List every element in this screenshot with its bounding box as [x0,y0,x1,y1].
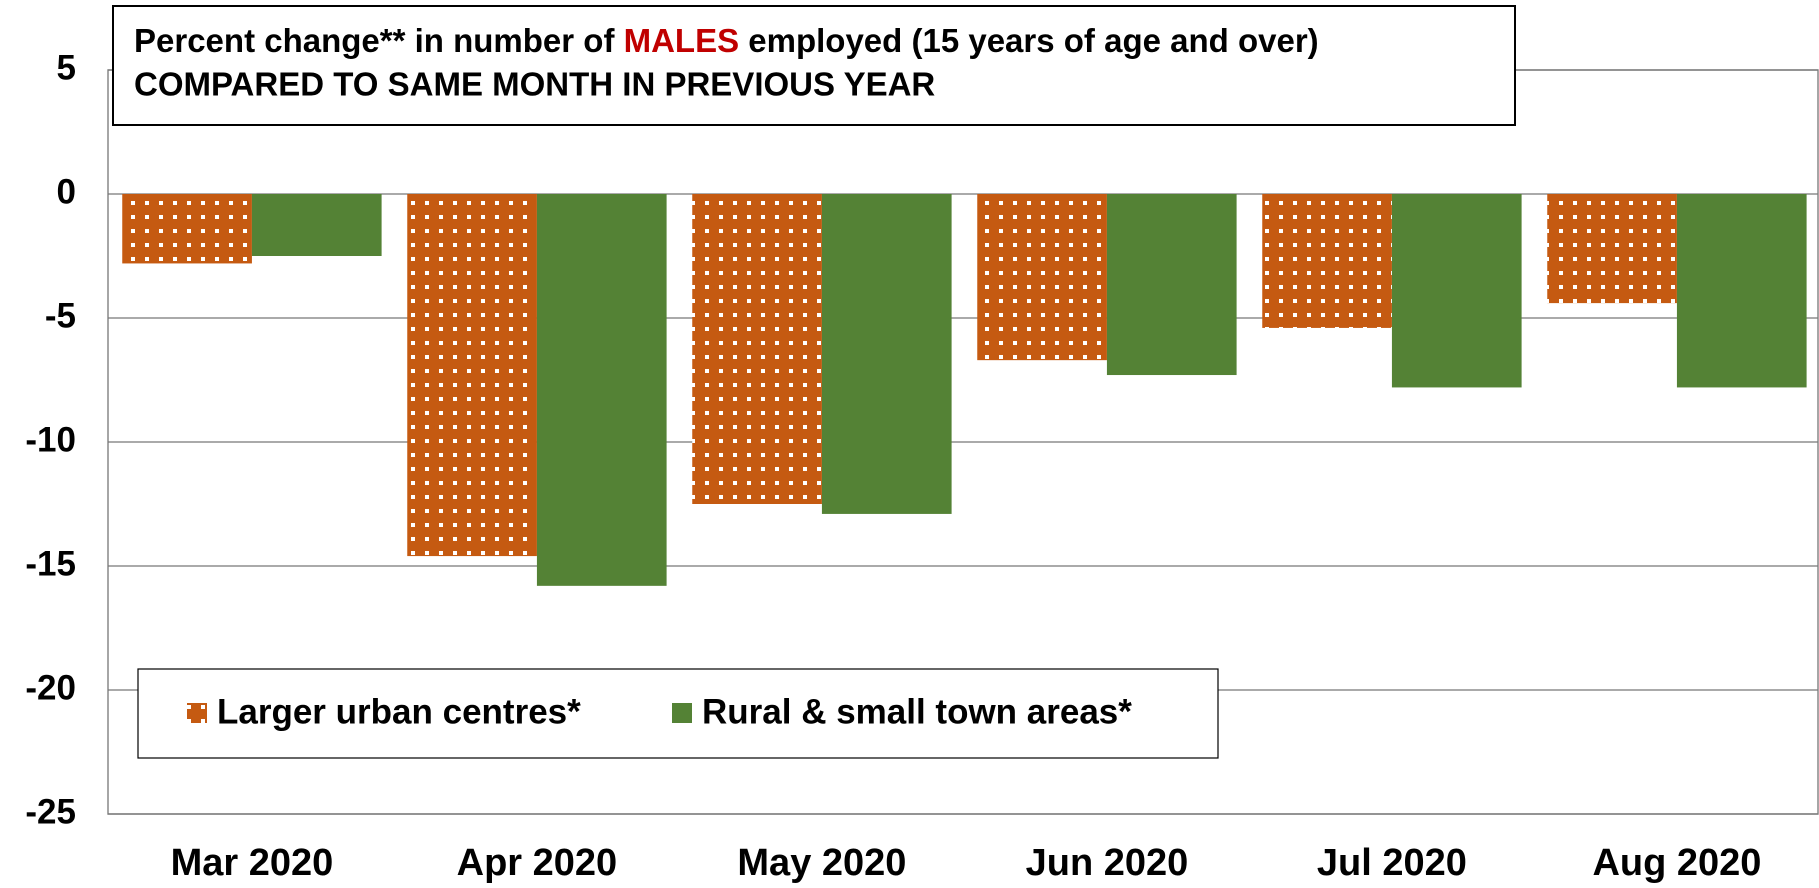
bar [692,194,822,504]
bar [821,194,952,514]
y-tick-label: -10 [25,420,76,459]
title-box [112,5,1516,126]
bar [122,194,252,264]
bar [1547,194,1677,304]
legend-swatch [672,703,692,723]
bar [1106,194,1237,376]
title-part: Percent change** in number of [134,22,624,59]
x-tick-label: Aug 2020 [1592,842,1761,884]
bar [1391,194,1522,388]
bar [536,194,667,586]
bar [977,194,1107,361]
title-part: MALES [624,22,740,59]
title-part: employed (15 years of age and over) [739,22,1319,59]
bar [1676,194,1807,388]
x-tick-label: Jun 2020 [1026,842,1189,884]
y-tick-label: -5 [45,296,76,335]
legend-label: Rural & small town areas* [702,692,1132,731]
legend-swatch [187,703,207,723]
bar [1262,194,1392,328]
x-tick-label: Jul 2020 [1317,842,1467,884]
chart-subtitle: COMPARED TO SAME MONTH IN PREVIOUS YEAR [134,66,935,103]
x-tick-label: May 2020 [737,842,906,884]
chart-title: Percent change** in number of MALES empl… [134,22,1319,59]
y-tick-label: -25 [25,792,76,831]
legend-label: Larger urban centres* [217,692,581,731]
y-tick-label: -15 [25,544,76,583]
y-tick-label: -20 [25,668,76,707]
bar [407,194,537,557]
y-tick-label: 5 [57,48,76,87]
bar [251,194,382,256]
x-tick-label: Apr 2020 [457,842,618,884]
y-tick-label: 0 [57,172,76,211]
x-tick-label: Mar 2020 [171,842,334,884]
